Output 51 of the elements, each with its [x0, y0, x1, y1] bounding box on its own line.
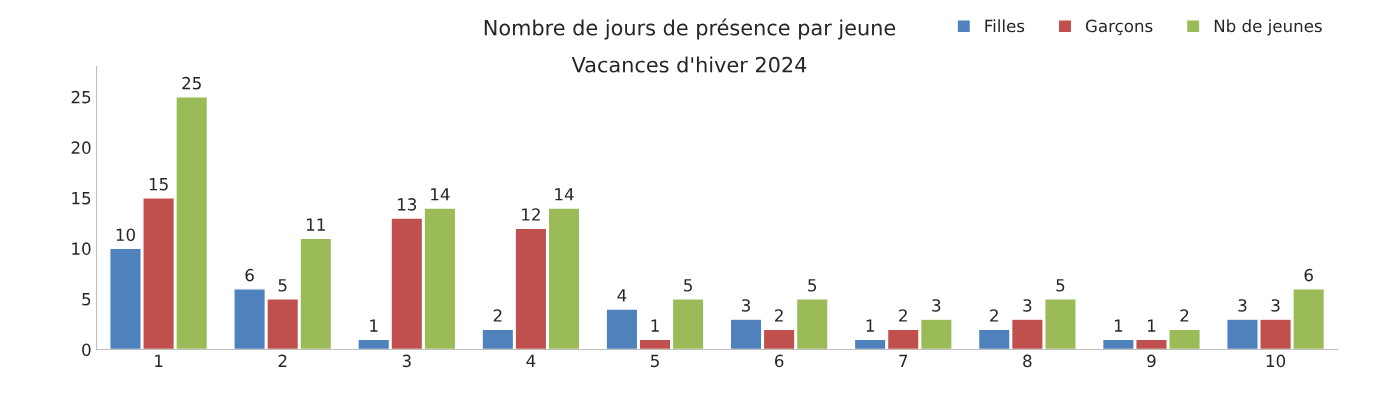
data-label: 25 — [182, 76, 201, 90]
data-label: 6 — [245, 268, 254, 282]
data-label: 3 — [932, 299, 941, 312]
x-tick-label: 9 — [1147, 354, 1156, 368]
y-tick-label: 20 — [71, 141, 91, 154]
data-label: 3 — [1238, 299, 1247, 312]
data-label: 14 — [431, 188, 450, 201]
data-label: 13 — [398, 198, 417, 211]
y-tick-label: 10 — [72, 242, 91, 255]
x-tick-label: 4 — [526, 354, 536, 367]
chart-title: Nombre de jours de présence par jeune — [484, 18, 896, 40]
data-label: 3 — [1271, 299, 1280, 312]
x-tick-label: 8 — [1023, 354, 1032, 368]
data-label: 1 — [1114, 319, 1123, 332]
data-label: 15 — [149, 178, 168, 191]
data-label: 5 — [1056, 279, 1065, 292]
x-tick-label: 10 — [1266, 354, 1286, 368]
chart-subtitle: Vacances d'hiver 2024 — [571, 56, 807, 73]
x-tick-label: 2 — [278, 354, 287, 367]
data-label: 10 — [116, 228, 135, 242]
data-label: 2 — [990, 309, 998, 322]
legend-label: Nb de jeunes — [1214, 19, 1322, 36]
data-label: 1 — [370, 319, 378, 332]
data-label: 3 — [742, 299, 751, 312]
x-tick-label: 1 — [155, 354, 163, 367]
data-label: 14 — [555, 188, 574, 201]
data-label: 5 — [808, 279, 817, 292]
data-label: 11 — [307, 218, 325, 231]
y-tick-label: 15 — [72, 192, 91, 205]
data-label: 4 — [617, 289, 627, 302]
data-label: 3 — [1023, 299, 1032, 312]
x-tick-label: 7 — [899, 354, 908, 367]
y-tick-label: 0 — [82, 343, 91, 357]
y-tick-label: 5 — [82, 293, 91, 306]
data-label: 12 — [522, 208, 540, 221]
x-tick-label: 5 — [651, 354, 659, 368]
legend-label: Filles — [985, 19, 1025, 33]
data-label: 2 — [775, 309, 783, 322]
data-label: 2 — [1180, 309, 1189, 322]
data-label: 1 — [651, 319, 659, 332]
data-label: 1 — [1147, 319, 1156, 332]
data-label: 1 — [866, 319, 874, 332]
data-label: 5 — [684, 279, 692, 292]
x-tick-label: 6 — [775, 354, 784, 368]
x-tick-label: 3 — [402, 354, 411, 368]
y-tick-label: 25 — [71, 90, 91, 104]
data-label: 5 — [278, 279, 287, 292]
data-label: 6 — [1304, 268, 1313, 282]
legend-label: Garçons — [1085, 19, 1153, 36]
data-label: 2 — [493, 309, 502, 322]
data-label: 2 — [899, 309, 907, 322]
